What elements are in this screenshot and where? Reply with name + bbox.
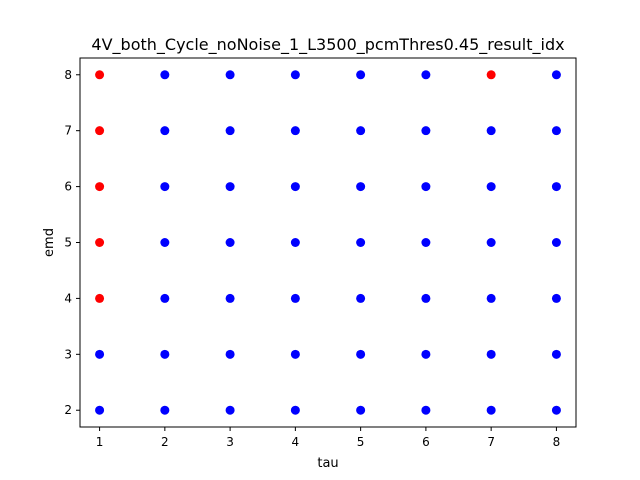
data-point [290,238,300,247]
y-tick-label: 2 [64,403,72,417]
data-point [356,70,366,80]
data-point [356,238,366,247]
data-point [290,70,300,80]
highlighted-data-point [486,70,496,80]
y-tick-label: 3 [64,347,72,361]
data-point [160,182,170,192]
x-tick-label: 8 [553,435,561,449]
y-axis-label: emd [42,228,57,257]
x-tick-label: 6 [422,435,430,449]
data-point [290,349,300,359]
data-point [421,126,431,136]
data-point [421,182,431,192]
data-point [160,293,170,303]
data-point [225,70,235,80]
data-point [486,182,496,192]
data-point [551,238,561,247]
x-tick-label: 2 [161,435,169,449]
data-point [551,349,561,359]
data-point [486,293,496,303]
highlighted-data-point [95,70,105,80]
highlighted-data-point [95,126,105,136]
data-point [160,405,170,415]
data-point [421,405,431,415]
data-point [225,293,235,303]
data-point [95,405,105,415]
data-point [356,349,366,359]
data-point [421,238,431,247]
data-point [356,126,366,136]
data-point [225,349,235,359]
y-tick-label: 4 [64,291,72,305]
x-tick-label: 7 [487,435,495,449]
data-point [486,126,496,136]
chart-title: 4V_both_Cycle_noNoise_1_L3500_pcmThres0.… [91,35,564,55]
y-tick-label: 5 [64,236,72,250]
x-axis: 1 2 3 4 5 6 7 8 [96,427,560,449]
data-point [225,238,235,247]
data-point [160,238,170,247]
data-point [356,182,366,192]
data-point [551,405,561,415]
data-point [160,126,170,136]
data-point [160,349,170,359]
x-tick-label: 3 [226,435,234,449]
highlighted-data-point [95,182,105,192]
data-point [486,405,496,415]
data-point [95,349,105,359]
plot-frame [79,57,577,428]
data-point [356,405,366,415]
x-tick-label: 1 [96,435,104,449]
data-point [225,182,235,192]
data-point [421,70,431,80]
data-points [95,70,561,415]
data-point [486,349,496,359]
y-tick-label: 7 [64,124,72,138]
data-point [551,182,561,192]
data-point [421,293,431,303]
data-point [551,293,561,303]
data-point [486,238,496,247]
highlighted-data-point [95,238,105,247]
data-point [225,405,235,415]
x-tick-label: 5 [357,435,365,449]
data-point [551,70,561,80]
data-point [290,126,300,136]
x-tick-label: 4 [292,435,300,449]
y-tick-label: 8 [64,68,72,82]
y-axis: 2 3 4 5 6 7 8 [64,68,80,417]
data-point [290,405,300,415]
data-point [290,293,300,303]
data-point [225,126,235,136]
data-point [421,349,431,359]
data-point [160,70,170,80]
data-point [290,182,300,192]
highlighted-data-point [95,293,105,303]
y-tick-label: 6 [64,180,72,194]
x-axis-label: tau [317,456,338,471]
data-point [551,126,561,136]
data-point [356,293,366,303]
